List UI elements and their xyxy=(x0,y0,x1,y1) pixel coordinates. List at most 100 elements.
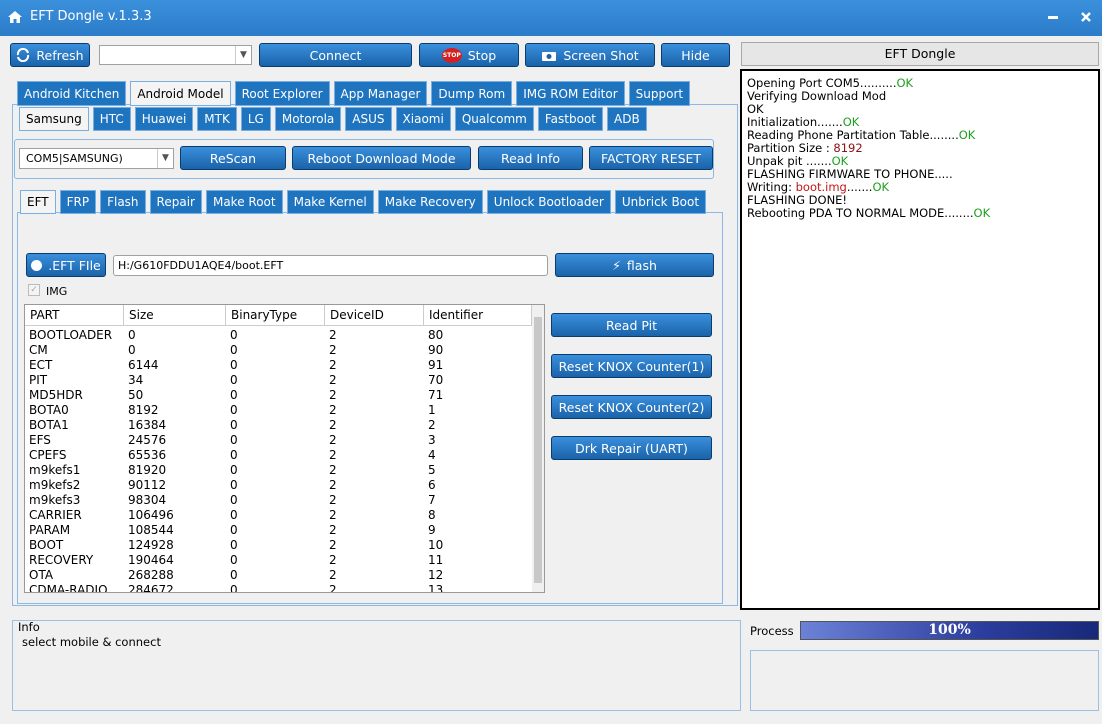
tab[interactable]: HTC xyxy=(92,107,131,131)
tab[interactable]: Qualcomm xyxy=(454,107,534,131)
device-combo[interactable]: ▼ xyxy=(99,45,252,65)
tab[interactable]: Make Recovery xyxy=(377,190,483,214)
log-text: OK xyxy=(896,76,914,90)
button-label: Reboot Download Mode xyxy=(307,150,456,166)
checkbox-label: IMG xyxy=(46,285,68,298)
table-cell: 0 xyxy=(230,403,238,417)
table-cell: 0 xyxy=(128,328,136,342)
action-button[interactable]: FACTORY RESET xyxy=(589,146,713,170)
process-label: Process xyxy=(750,624,794,638)
close-button[interactable] xyxy=(1080,11,1092,23)
table-cell: 0 xyxy=(230,448,238,462)
side-button[interactable]: Read Pit xyxy=(551,313,712,337)
button-label: ReScan xyxy=(209,150,257,166)
progress-bar: 100% xyxy=(800,621,1099,640)
log-line: Rebooting PDA TO NORMAL MODE........OK xyxy=(747,207,1098,220)
hide-button[interactable]: Hide xyxy=(661,43,730,67)
refresh-button[interactable]: Refresh xyxy=(10,43,90,67)
log-line: Unpak pit .......OK xyxy=(747,155,1098,168)
tab[interactable]: EFT xyxy=(20,190,56,214)
tab[interactable]: LG xyxy=(240,107,271,131)
minimize-button[interactable] xyxy=(1048,16,1058,19)
tab[interactable]: Repair xyxy=(149,190,202,214)
table-cell: CDMA-RADIO xyxy=(29,583,108,593)
tab[interactable]: Make Kernel xyxy=(286,190,374,214)
tab[interactable]: Android Model xyxy=(130,81,231,106)
port-combo[interactable]: COM5|SAMSUNG) ▼ xyxy=(19,148,174,169)
button-label: Screen Shot xyxy=(563,47,639,63)
table-cell: 2 xyxy=(329,493,337,507)
table-cell: 2 xyxy=(428,418,436,432)
tab[interactable]: Flash xyxy=(100,190,146,214)
log-text: OK xyxy=(842,115,860,129)
side-button[interactable]: Drk Repair (UART) xyxy=(551,436,712,460)
img-checkbox[interactable]: ✓ xyxy=(28,284,40,296)
tab[interactable]: Make Root xyxy=(205,190,283,214)
eft-file-button[interactable]: .EFT FIle xyxy=(26,253,106,277)
tab[interactable]: IMG ROM Editor xyxy=(516,81,625,106)
log-line: FLASHING FIRMWARE TO PHONE..... xyxy=(747,168,1098,181)
tab[interactable]: Fastboot xyxy=(537,107,603,131)
column-header[interactable]: BinaryType xyxy=(226,305,325,326)
tab[interactable]: Unbrick Boot xyxy=(614,190,707,214)
table-cell: CM xyxy=(29,343,48,357)
tab[interactable]: Dump Rom xyxy=(431,81,513,106)
table-cell: BOOTLOADER xyxy=(29,328,113,342)
table-cell: 90 xyxy=(428,343,444,357)
column-header[interactable]: DeviceID xyxy=(325,305,424,326)
table-cell: 8192 xyxy=(128,403,159,417)
tab[interactable]: ASUS xyxy=(345,107,392,131)
action-button[interactable]: Reboot Download Mode xyxy=(292,146,471,170)
tab[interactable]: ADB xyxy=(607,107,647,131)
connect-button[interactable]: Connect xyxy=(259,43,412,67)
scroll-thumb[interactable] xyxy=(534,317,542,583)
log-line: Reading Phone Partitation Table........O… xyxy=(747,129,1098,142)
combo-arrow[interactable]: ▼ xyxy=(157,149,173,168)
tab[interactable]: Huawei xyxy=(134,107,194,131)
log-text: OK xyxy=(831,154,849,168)
table-cell: 0 xyxy=(230,343,238,357)
action-button[interactable]: Read Info xyxy=(478,146,583,170)
tab[interactable]: Motorola xyxy=(274,107,342,131)
table-cell: 24576 xyxy=(128,433,167,447)
tab[interactable]: Xiaomi xyxy=(395,107,451,131)
file-path-input[interactable]: H:/G610FDDU1AQE4/boot.EFT xyxy=(113,255,548,276)
side-button[interactable]: Reset KNOX Counter(1) xyxy=(551,354,712,378)
tab[interactable]: App Manager xyxy=(333,81,428,106)
table-cell: 124928 xyxy=(128,538,174,552)
flash-button[interactable]: ⚡ flash xyxy=(555,253,714,277)
tab[interactable]: Unlock Bootloader xyxy=(486,190,611,214)
stop-button[interactable]: STOP Stop xyxy=(419,43,519,67)
side-button[interactable]: Reset KNOX Counter(2) xyxy=(551,395,712,419)
tab[interactable]: Root Explorer xyxy=(234,81,330,106)
table-cell: 2 xyxy=(329,523,337,537)
table-cell: 268288 xyxy=(128,568,174,582)
screenshot-button[interactable]: Screen Shot xyxy=(525,43,655,67)
table-cell: 106496 xyxy=(128,508,174,522)
combo-arrow[interactable]: ▼ xyxy=(235,46,251,64)
table-cell: 0 xyxy=(230,568,238,582)
tab[interactable]: MTK xyxy=(197,107,237,131)
table-cell: PARAM xyxy=(29,523,71,537)
tab[interactable]: Samsung xyxy=(19,107,89,131)
table-cell: 81920 xyxy=(128,463,167,477)
scrollbar[interactable] xyxy=(532,305,544,592)
action-button[interactable]: ReScan xyxy=(180,146,286,170)
table-cell: 6144 xyxy=(128,358,159,372)
tab[interactable]: Android Kitchen xyxy=(17,81,127,106)
log-text: Unpak pit ....... xyxy=(747,154,832,168)
tab[interactable]: Support xyxy=(628,81,691,106)
table-cell: BOOT xyxy=(29,538,64,552)
table-cell: 0 xyxy=(230,388,238,402)
column-header[interactable]: Identifier xyxy=(424,305,532,326)
column-header[interactable]: Size xyxy=(124,305,226,326)
table-cell: 65536 xyxy=(128,448,167,462)
table-cell: 0 xyxy=(230,508,238,522)
table-cell: 2 xyxy=(329,403,337,417)
table-cell: 6 xyxy=(428,478,436,492)
table-cell: 2 xyxy=(329,508,337,522)
column-header[interactable]: PART xyxy=(25,305,124,326)
table-cell: m9kefs2 xyxy=(29,478,81,492)
log-text: Opening Port COM5.......... xyxy=(747,76,897,90)
tab[interactable]: FRP xyxy=(59,190,97,214)
